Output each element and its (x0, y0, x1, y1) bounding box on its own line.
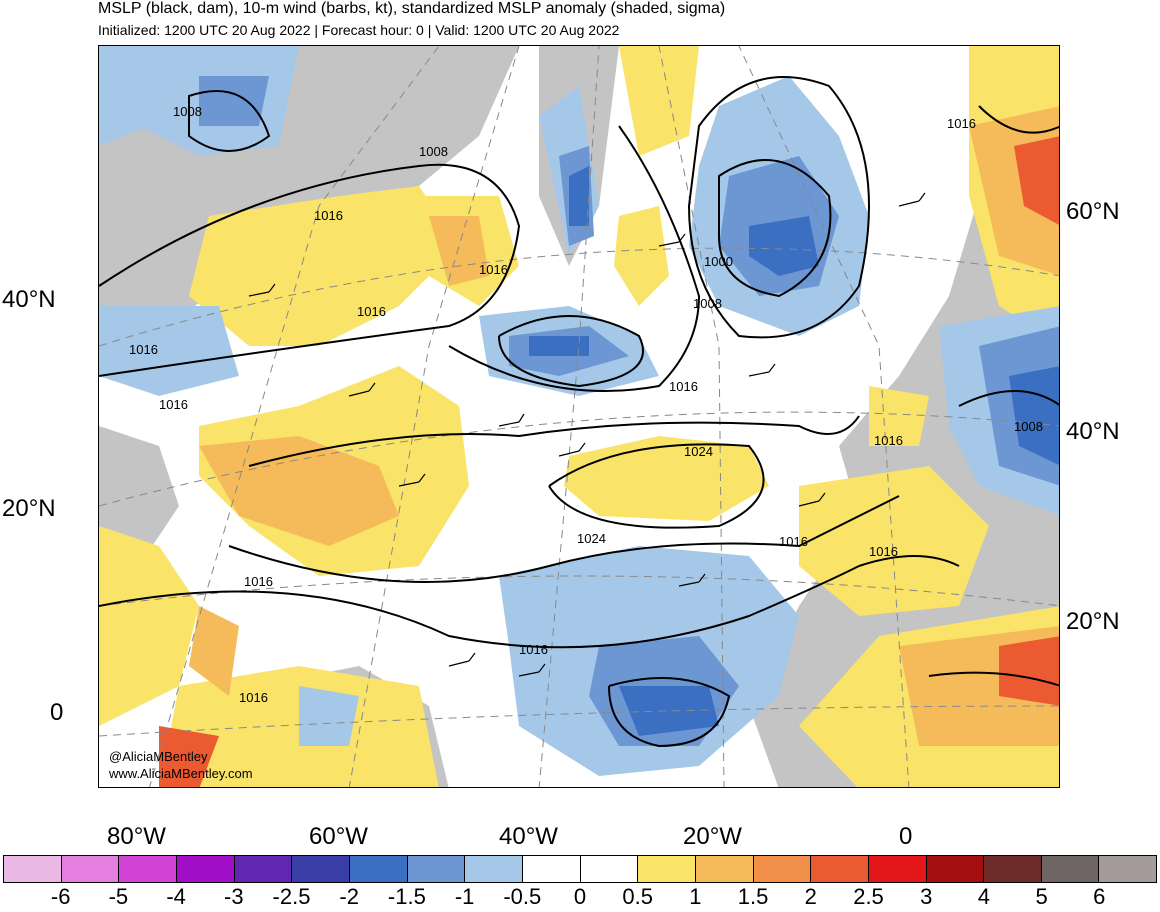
colorbar-cell (580, 856, 639, 882)
lat-label-left: 0 (50, 699, 64, 726)
colorbar-cell (292, 856, 350, 882)
colorbar-tick-label: 6 (1093, 884, 1106, 909)
credit-website: www.AliciaMBentley.com (109, 766, 253, 781)
colorbar-tick-label: -6 (50, 884, 71, 909)
credit-handle: @AliciaMBentley (109, 749, 208, 764)
colorbar-cell (522, 856, 581, 882)
colorbar-tick-label: 1.5 (737, 884, 769, 909)
colorbar-cell (1099, 856, 1157, 882)
lat-label-left: 40°N (2, 286, 56, 313)
isobar-label: 1016 (479, 262, 508, 277)
colorbar-cell (465, 856, 523, 882)
colorbar-tick-label: -2 (339, 884, 359, 909)
colorbar-tick-label: 5 (1035, 884, 1048, 909)
colorbar-cell (926, 856, 985, 882)
colorbar-tick-label: -4 (166, 884, 186, 909)
isobar-label: 1016 (947, 116, 976, 131)
isobar-label: 1016 (519, 642, 548, 657)
colorbar-tick-label: 0.5 (622, 884, 653, 909)
isobar-label: 1016 (244, 574, 273, 589)
colorbar-cell (1041, 856, 1100, 882)
wind-barbs (248, 192, 926, 677)
colorbar-cell (753, 856, 812, 882)
colorbar-cell (349, 856, 408, 882)
isobar-label: 1016 (129, 342, 158, 357)
lat-label-right: 60°N (1066, 198, 1120, 225)
lat-label-right: 40°N (1066, 418, 1120, 445)
isobar-label: 1008 (693, 296, 722, 311)
isobar-label: 1016 (874, 433, 903, 448)
lon-label: 20°W (683, 823, 742, 850)
colorbar-cell (407, 856, 466, 882)
isobar-label: 1008 (419, 144, 448, 159)
colorbar-tick-label: 4 (977, 884, 991, 909)
colorbar-cell (695, 856, 754, 882)
weather-map-svg: 1008 1008 1016 1016 1016 1016 1016 1000 … (99, 46, 1059, 787)
lon-label: 0 (899, 823, 913, 850)
colorbar-tick-label: 2.5 (853, 884, 884, 909)
isobar-label: 1016 (159, 397, 188, 412)
colorbar-tick-label: -1.5 (387, 884, 426, 909)
map-subtitle: Initialized: 1200 UTC 20 Aug 2022 | Fore… (98, 22, 620, 38)
positive-anomaly-red (159, 136, 1059, 787)
isobar-label: 1016 (869, 544, 898, 559)
colorbar-tick-label: 2 (804, 884, 817, 909)
colorbar-cell (984, 856, 1042, 882)
colorbar-tick-label: 0 (573, 884, 587, 909)
isobar-label: 1000 (704, 254, 733, 269)
colorbar-cell (176, 856, 235, 882)
isobar-label: 1024 (684, 444, 713, 459)
colorbar-cell (4, 856, 62, 882)
isobar-label: 1024 (577, 531, 606, 546)
anomaly-colorbar (3, 855, 1157, 883)
colorbar-cell (811, 856, 869, 882)
lat-label-right: 20°N (1066, 608, 1120, 635)
isobars (99, 76, 1059, 748)
colorbar-cell (638, 856, 696, 882)
isobar-label: 1016 (669, 379, 698, 394)
isobar-label: 1016 (357, 304, 386, 319)
colorbar-cell (61, 856, 120, 882)
colorbar-tick-label: -0.5 (503, 884, 542, 909)
colorbar-tick-label: -1 (454, 884, 475, 909)
lon-label: 60°W (309, 823, 368, 850)
colorbar-tick-label: 1 (689, 884, 702, 909)
colorbar-tick-label: -5 (108, 884, 129, 909)
map-panel: 1008 1008 1016 1016 1016 1016 1016 1000 … (98, 45, 1060, 788)
colorbar-tick-label: -2.5 (272, 884, 311, 909)
isobar-label: 1016 (314, 208, 343, 223)
isobar-label: 1016 (239, 690, 268, 705)
colorbar-cell (119, 856, 177, 882)
isobar-label: 1008 (173, 104, 202, 119)
isobar-label: 1008 (1014, 419, 1043, 434)
colorbar-cell (868, 856, 927, 882)
isobar-labels: 1008 1008 1016 1016 1016 1016 1016 1000 … (129, 104, 1043, 705)
map-title: MSLP (black, dam), 10-m wind (barbs, kt)… (98, 0, 726, 17)
colorbar-tick-label: 3 (920, 884, 933, 909)
lon-label: 80°W (107, 823, 166, 850)
lat-label-left: 20°N (2, 495, 56, 522)
lon-label: 40°W (499, 823, 558, 850)
isobar-label: 1016 (779, 534, 808, 549)
colorbar-cell (234, 856, 293, 882)
colorbar-tick-label: -3 (224, 884, 244, 909)
